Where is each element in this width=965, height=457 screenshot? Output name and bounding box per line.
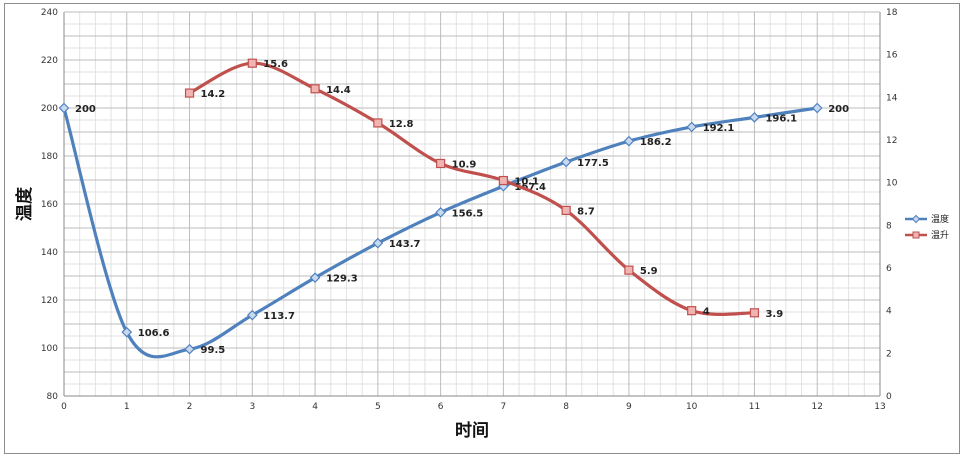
series-1-data-label: 167.4 <box>514 182 546 193</box>
series-2-marker <box>749 308 760 318</box>
x-tick-label: 4 <box>312 402 318 412</box>
series-1-marker <box>121 326 133 338</box>
series-2-data-label: 14.2 <box>201 89 226 100</box>
y-tick-label: 200 <box>41 104 58 114</box>
series-1-marker <box>246 309 258 321</box>
x-tick-label: 9 <box>626 402 632 412</box>
series-2-marker <box>687 306 697 316</box>
series-1-data-label: 156.5 <box>452 208 484 219</box>
series-1-marker <box>309 272 321 284</box>
x-axis-title: 时间 <box>455 420 489 441</box>
series-1-data-label: 129.3 <box>326 274 358 285</box>
x-tick-label: 5 <box>375 402 381 412</box>
y-tick-label: 100 <box>41 344 58 354</box>
legend-label: 温升 <box>931 230 949 241</box>
x-tick-label: 13 <box>874 402 885 412</box>
y2-tick-label: 16 <box>886 51 898 61</box>
series-1-data-label: 200 <box>828 104 849 115</box>
y2-tick-label: 4 <box>886 307 892 317</box>
series-2-marker <box>310 84 320 94</box>
series-1-marker <box>58 102 70 114</box>
y-tick-label: 240 <box>41 8 58 18</box>
x-tick-label: 8 <box>563 402 569 412</box>
series-1-marker <box>811 102 823 114</box>
series-2-marker <box>184 88 195 98</box>
series-2-marker <box>498 175 508 186</box>
series-1-marker <box>686 121 698 133</box>
y-tick-label: 80 <box>47 392 59 402</box>
series-2-data-label: 5.9 <box>640 266 658 277</box>
x-tick-label: 7 <box>501 402 507 412</box>
series-1-line <box>62 106 819 359</box>
x-tick-label: 0 <box>61 402 67 412</box>
x-tick-label: 10 <box>686 402 698 412</box>
series-1-marker <box>623 135 635 147</box>
series-2-marker <box>624 265 634 275</box>
series-1-marker <box>749 112 760 123</box>
series-1-data-label: 196.1 <box>765 113 797 124</box>
series-1-marker <box>435 207 446 218</box>
series-2-data-label: 8.7 <box>577 206 595 217</box>
series-1-marker <box>184 343 195 355</box>
legend-marker <box>911 214 921 224</box>
series-2-marker <box>561 205 571 215</box>
x-tick-label: 6 <box>438 402 444 412</box>
series-2-data-label: 12.8 <box>389 119 414 130</box>
y2-tick-label: 18 <box>886 8 898 18</box>
x-tick-label: 11 <box>749 402 760 412</box>
y-tick-label: 220 <box>41 56 58 66</box>
series-2-data-label: 10.1 <box>514 177 539 188</box>
y-tick-label: 160 <box>41 200 58 210</box>
series-1-data-label: 143.7 <box>389 239 421 250</box>
series-1-data-label: 192.1 <box>703 123 735 134</box>
y2-tick-label: 14 <box>886 93 898 103</box>
series-2-marker <box>436 158 446 169</box>
series-2-data-label: 10.9 <box>452 159 477 170</box>
series-1-data-label: 177.5 <box>577 158 609 169</box>
series-2-data-label: 3.9 <box>765 309 783 320</box>
y2-tick-label: 8 <box>886 221 892 231</box>
legend-label: 温度 <box>931 213 949 225</box>
legend-marker <box>912 231 920 239</box>
series-2-data-label: 4 <box>703 307 710 318</box>
y-tick-label: 180 <box>41 152 58 162</box>
x-tick-label: 2 <box>187 402 193 412</box>
series-1-data-label: 200 <box>75 104 96 115</box>
series-2-data-label: 14.4 <box>326 85 351 96</box>
y2-tick-label: 10 <box>886 179 898 189</box>
y-tick-label: 140 <box>41 248 58 258</box>
series-2-marker <box>247 58 257 68</box>
x-tick-label: 12 <box>812 402 823 412</box>
series-1-marker <box>560 156 572 168</box>
series-2-line <box>187 61 757 316</box>
series-2-data-label: 15.6 <box>263 59 288 70</box>
y-tick-label: 120 <box>41 296 58 306</box>
series-1-data-label: 99.5 <box>201 345 226 356</box>
y-axis-title: 温度 <box>14 186 35 221</box>
y2-tick-label: 0 <box>886 392 892 402</box>
y2-tick-label: 2 <box>886 349 892 359</box>
series-2-marker <box>373 118 383 128</box>
series-1-data-label: 186.2 <box>640 137 672 148</box>
x-tick-label: 3 <box>249 402 255 412</box>
y2-tick-label: 12 <box>886 136 897 146</box>
series-1-data-label: 106.6 <box>138 328 170 339</box>
series-1-data-label: 113.7 <box>263 311 295 322</box>
series-1-marker <box>372 237 384 249</box>
x-tick-label: 1 <box>124 402 130 412</box>
y2-tick-label: 6 <box>886 264 892 274</box>
